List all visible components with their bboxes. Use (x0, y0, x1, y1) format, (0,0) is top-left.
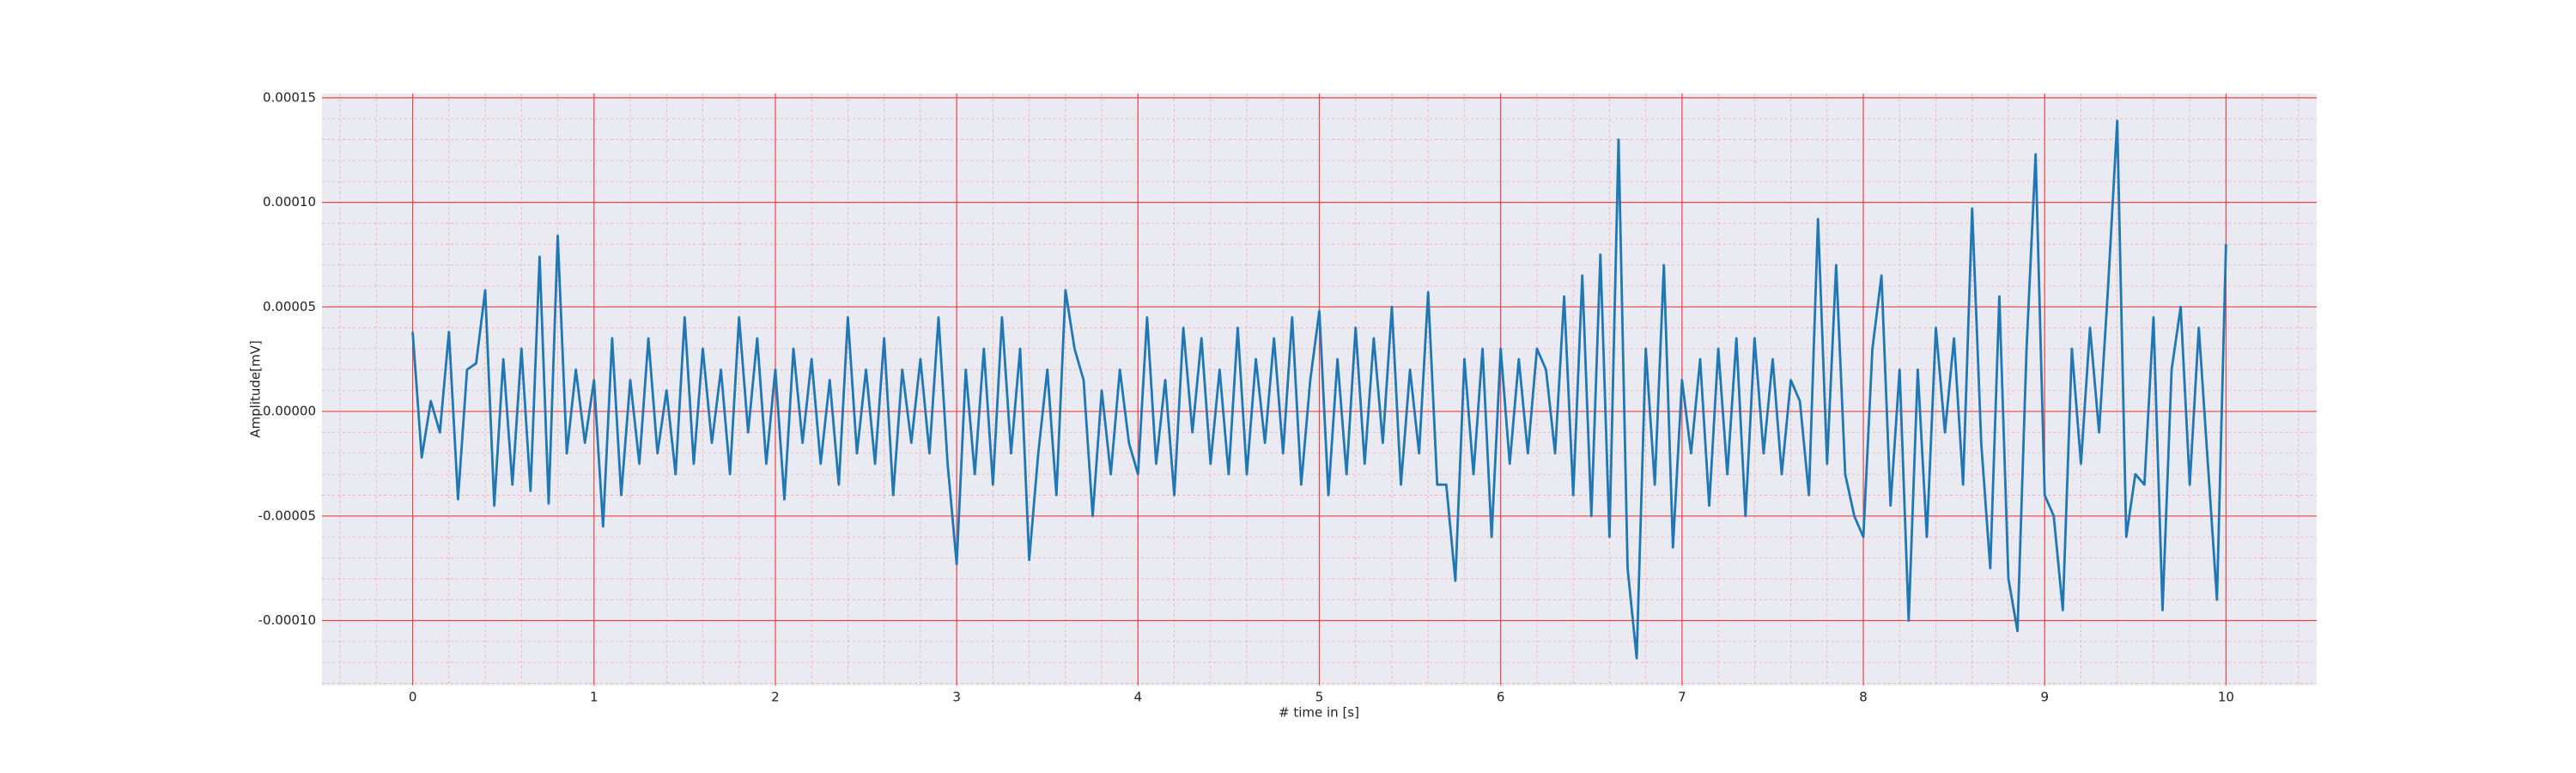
plot (411, 119, 2227, 660)
x-tick-label: 1 (590, 690, 598, 705)
x-tick-label: 9 (2040, 690, 2049, 705)
x-tick-label: 7 (1678, 690, 1686, 705)
y-tick-label: 0.00010 (263, 194, 316, 210)
y-tick-label: -0.00005 (258, 508, 316, 523)
x-tick-label: 2 (771, 690, 780, 705)
x-tick-label: 6 (1497, 690, 1505, 705)
y-tick-label: 0.00005 (263, 299, 316, 314)
x-tick-label: 8 (1859, 690, 1868, 705)
signal-line (411, 119, 2227, 660)
x-axis-label: # time in [s] (1279, 705, 1359, 721)
y-axis-label: Amplitude[mV] (248, 340, 264, 437)
grid (322, 94, 2317, 685)
x-tick-label: 0 (409, 690, 417, 705)
x-tick-label: 3 (952, 690, 961, 705)
x-tick-label: 5 (1315, 690, 1324, 705)
y-tick-label: -0.00010 (258, 612, 316, 628)
x-tick-label: 4 (1134, 690, 1143, 705)
x-tick-label: 10 (2218, 690, 2234, 705)
y-tick-label: 0.00000 (263, 404, 316, 419)
y-tick-label: 0.00015 (263, 89, 316, 105)
